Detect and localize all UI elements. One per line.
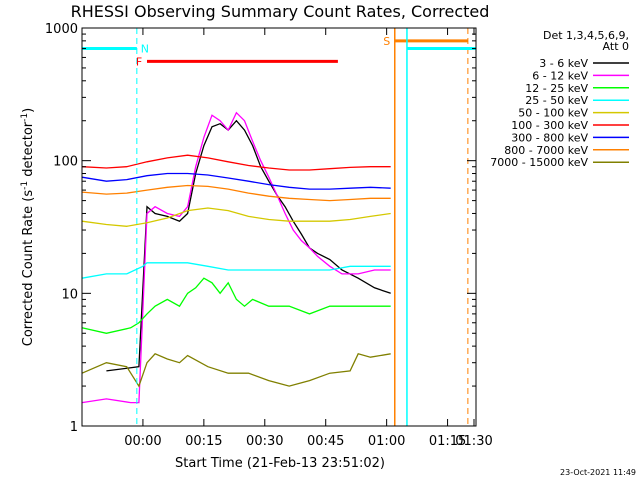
legend-label-7: 800 - 7000 keV — [504, 144, 588, 157]
legend-header-detectors: Det 1,3,4,5,6,9, — [543, 29, 629, 42]
series-line-5 — [81, 154, 391, 171]
legend-label-3: 25 - 50 keV — [525, 94, 588, 107]
series-line-6 — [81, 172, 391, 190]
x-tick-label-5: 01:15 — [429, 434, 466, 449]
series-line-1 — [81, 111, 391, 404]
legend-label-1: 6 - 12 keV — [532, 69, 588, 82]
flag-label-orange_S: S — [383, 35, 390, 48]
legend-label-8: 7000 - 15000 keV — [490, 156, 588, 169]
flag-label-red_F: F — [136, 55, 142, 68]
series-line-3 — [81, 262, 391, 279]
series-line-7 — [81, 184, 391, 202]
legend-label-4: 50 - 100 keV — [518, 107, 588, 120]
series-line-2 — [81, 277, 391, 334]
series-line-4 — [81, 207, 391, 227]
y-axis-label: Corrected Count Rate (s-1 detector-1) — [20, 108, 36, 346]
plot-frame — [81, 27, 477, 427]
x-tick-label-3: 00:45 — [307, 434, 344, 449]
y-tick-label-1: 10 — [61, 287, 78, 302]
y-tick-label-3: 1000 — [45, 22, 78, 37]
y-axis-ticks: 1 10 100 1000 — [45, 22, 476, 435]
x-tick-label-4: 01:00 — [368, 434, 405, 449]
legend-label-6: 300 - 800 keV — [511, 131, 588, 144]
legend-header-attenuator: Att 0 — [603, 40, 629, 53]
legend-label-2: 12 - 25 keV — [525, 82, 588, 95]
legend-label-0: 3 - 6 keV — [539, 57, 588, 70]
flag-label-cyan_N: N — [141, 43, 149, 56]
x-tick-label-0: 00:00 — [124, 434, 161, 449]
series-layer — [81, 111, 391, 404]
x-tick-label-2: 00:30 — [246, 434, 283, 449]
timestamp: 23-Oct-2021 11:49 — [560, 468, 636, 477]
chart-title: RHESSI Observing Summary Count Rates, Co… — [71, 2, 490, 21]
series-line-0 — [106, 119, 391, 372]
x-axis-label: Start Time (21-Feb-13 23:51:02) — [175, 456, 385, 471]
x-tick-label-6: 01:30 — [455, 434, 492, 449]
y-tick-label-2: 100 — [53, 155, 78, 170]
x-tick-label-1: 00:15 — [185, 434, 222, 449]
legend-label-5: 100 - 300 keV — [511, 119, 588, 132]
series-line-8 — [81, 353, 391, 388]
y-tick-label-0: 1 — [70, 420, 78, 435]
